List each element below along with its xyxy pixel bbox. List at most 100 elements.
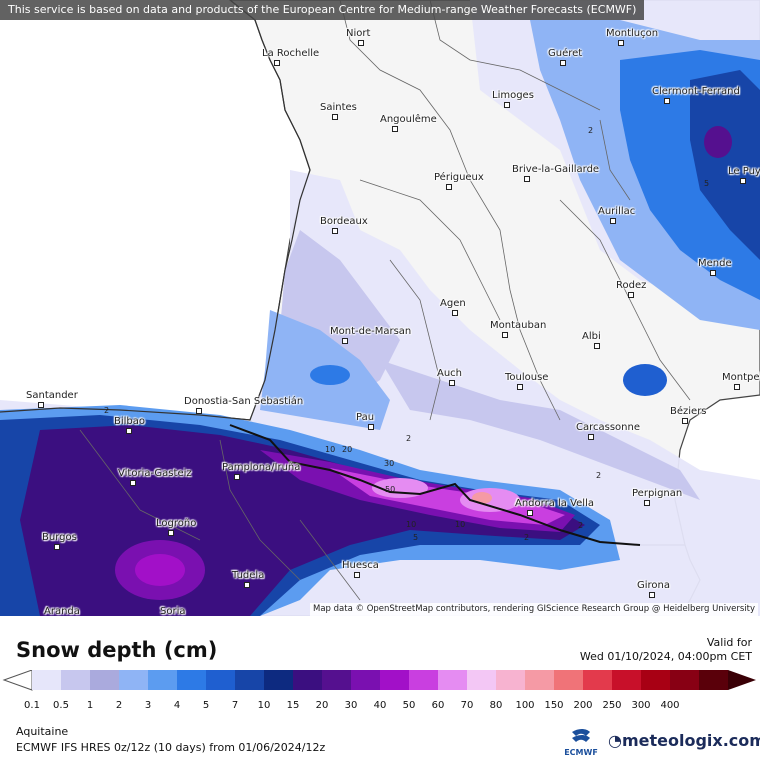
legend-swatch [409,670,439,690]
legend-swatch [61,670,91,690]
contour-label: 20 [342,445,352,454]
city-name: Huesca [342,560,379,571]
city-name: Bilbao [114,416,146,427]
city-marker [452,310,458,316]
snow-7-north [690,70,760,260]
legend-swatch [293,670,323,690]
city-label: Béziers [670,406,707,424]
city-name: Limoges [492,90,534,101]
city-label: Donostia-San Sebastián [184,396,303,414]
legend-swatch [148,670,178,690]
city-label: Santander [26,390,78,408]
city-name: Brive-la-Gaillarde [512,164,600,175]
city-name: Santander [26,390,78,401]
legend-tick-label: 15 [287,700,300,711]
legend-tick-label: 4 [174,700,180,711]
city-marker [449,380,455,386]
city-name: Montpellier [722,372,760,383]
city-marker [392,126,398,132]
city-label: Bilbao [114,416,146,434]
city-marker [332,114,338,120]
city-label: Logroño [156,518,196,536]
city-marker [38,402,44,408]
city-name: Agen [440,298,466,309]
legend-swatch [496,670,526,690]
city-marker [244,582,250,588]
legend-tick-label: 7 [232,700,238,711]
city-label: Saintes [320,102,357,120]
meteologix-brand[interactable]: ◔meteologix.com [608,731,760,750]
legend-swatch [351,670,381,690]
legend-tick-label: 1 [87,700,93,711]
city-marker [126,428,132,434]
city-marker [710,270,716,276]
ecmwf-logo-mark [572,729,590,736]
city-name: Le Puy-en-Velay [728,166,760,177]
legend-swatch [32,670,62,690]
legend-tick-label: 0.5 [53,700,69,711]
city-label: Perpignan [632,488,682,506]
valid-for-label: Valid for [706,636,752,649]
city-label: Albi [582,331,601,349]
city-marker [527,510,533,516]
city-label: Andorra la Vella [515,498,594,516]
legend-swatch [612,670,642,690]
city-label: Agen [440,298,466,316]
city-label: Périgueux [434,172,484,190]
legend-tick-label: 300 [631,700,650,711]
legend-tick-label: 70 [461,700,474,711]
ecmwf-logo-text: ECMWF [564,748,598,757]
valid-time: Wed 01/10/2024, 04:00pm CET [579,650,752,663]
legend-tick-label: 10 [258,700,271,711]
city-label: Rodez [616,280,646,298]
city-label: Montluçon [606,28,658,46]
legend-swatch [206,670,236,690]
snow-100-peak [472,492,492,504]
contour-label: 2 [406,434,411,443]
snow-4-blob [310,365,350,385]
legend-scale: 0.1 0.5 1 2 3 4 5 7 10 15 20 30 40 50 60 70 80 100 150 200 2… [2,669,756,711]
legend-swatch [380,670,410,690]
legend-tick-label: 40 [374,700,387,711]
legend-tick-label: 60 [432,700,445,711]
legend-swatch [177,670,207,690]
city-marker [524,176,530,182]
city-marker [644,500,650,506]
city-label: Bordeaux [320,216,368,234]
city-name: Tudela [232,570,265,581]
city-label: Montpellier [722,372,760,390]
contour-label: 2 [596,471,601,480]
city-name: Girona [637,580,671,591]
contour-label: 2 [578,521,583,530]
city-marker [664,98,670,104]
city-marker [588,434,594,440]
legend-swatch [235,670,265,690]
snow-depth-map[interactable]: 2 2 2 2 5 5 10 10 10 20 30 50 2 2 This service is bas… [0,0,760,616]
legend-swatch [264,670,294,690]
city-marker [504,102,510,108]
contour-label: 50 [385,485,395,494]
legend-swatch [119,670,149,690]
legend-tick-label: 80 [490,700,503,711]
city-label: Mont-de-Marsan [330,326,411,344]
city-name: Soria [160,606,186,616]
legend-tick-label: 150 [544,700,563,711]
city-label: Vitoria-Gasteiz [118,468,192,486]
city-marker [234,474,240,480]
city-name: Saintes [320,102,357,113]
contour-labels: 2 2 2 2 5 5 10 10 10 20 30 50 2 2 [104,126,709,542]
legend-swatch [583,670,613,690]
legend-tick-label: 2 [116,700,122,711]
city-marker [358,40,364,46]
city-marker [734,384,740,390]
city-name: Toulouse [505,372,549,383]
city-name: Mende [698,258,732,269]
city-marker [628,292,634,298]
city-name: Carcassonne [576,422,640,433]
contour-label: 2 [104,406,109,415]
contour-label: 10 [455,520,465,529]
city-name: Périgueux [434,172,484,183]
city-marker [196,408,202,414]
city-marker [54,544,60,550]
city-label: Girona [637,580,671,598]
